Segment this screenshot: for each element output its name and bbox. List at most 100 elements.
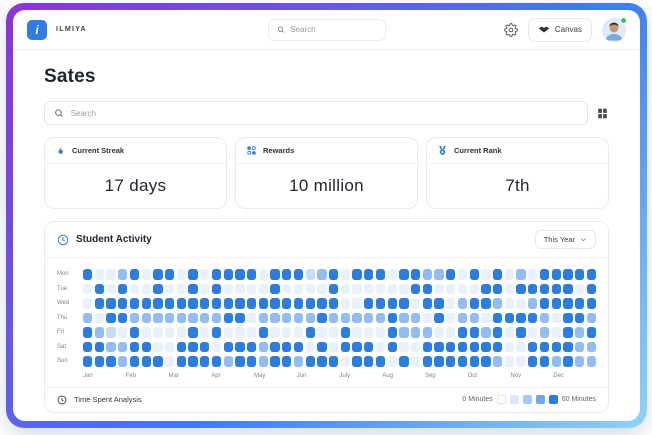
heatmap-cell: [469, 341, 479, 352]
heatmap-cell: [305, 283, 315, 294]
heatmap-cell: [247, 341, 257, 352]
heatmap-cell: [399, 356, 409, 367]
heatmap-cell: [563, 341, 573, 352]
heatmap-cell: [539, 327, 550, 338]
day-label: Sat: [57, 343, 67, 350]
heatmap-cell: [235, 312, 245, 323]
canvas-button[interactable]: Canvas: [527, 17, 592, 42]
heatmap-cell: [516, 269, 526, 280]
heatmap-cell: [352, 312, 362, 323]
heatmap-cell: [387, 327, 397, 338]
student-activity-panel: Student Activity This Year Mon Tue Wed Thu F…: [44, 221, 609, 413]
heatmap-cell: [176, 298, 186, 309]
day-label: Tue: [57, 285, 68, 292]
heatmap-cell: [364, 312, 374, 323]
settings-button[interactable]: [503, 22, 518, 37]
heatmap-cell: [270, 269, 280, 280]
card-current-rank: Current Rank 7th: [426, 137, 609, 209]
heatmap-cell: [129, 298, 140, 309]
heatmap-cell: [106, 356, 116, 367]
heatmap-cell: [352, 356, 362, 367]
heatmap-cell: [387, 283, 397, 294]
heatmap-cell: [235, 341, 245, 352]
gradient-device-frame: i ILMIYA: [6, 3, 647, 428]
heatmap-cell: [539, 356, 550, 367]
heatmap-cell: [364, 283, 374, 294]
heatmap-legend: 0 Minutes 60 Minutes: [462, 395, 596, 404]
page-search[interactable]: [44, 101, 588, 125]
heatmap-cell: [83, 269, 93, 280]
topbar-actions: Canvas: [503, 16, 627, 42]
heatmap-cell: [270, 283, 280, 294]
heatmap-cell: [282, 327, 292, 338]
heatmap-cell: [94, 269, 104, 280]
heatmap-cell: [153, 327, 163, 338]
heatmap-cell: [411, 283, 421, 294]
heatmap-cell: [83, 356, 93, 367]
heatmap-cell: [411, 312, 421, 323]
heatmap-cell: [118, 269, 128, 280]
heatmap-cell: [422, 356, 432, 367]
heatmap-cell: [305, 341, 315, 352]
card-header: Current Streak: [45, 138, 226, 164]
heatmap-cell: [493, 312, 503, 323]
legend-swatch: [535, 395, 545, 404]
heatmap-cell: [422, 283, 432, 294]
heatmap-cell: [446, 283, 456, 294]
month-label: Feb: [125, 372, 137, 379]
heatmap-cell: [375, 298, 386, 309]
heatmap-cell: [176, 269, 186, 280]
heatmap-cell: [563, 327, 573, 338]
heatmap-cell: [340, 269, 350, 280]
card-label: Current Streak: [72, 146, 125, 155]
heatmap-cell: [282, 298, 292, 309]
heatmap-cell: [387, 341, 397, 352]
page-search-input[interactable]: [70, 108, 578, 118]
topbar-search-input[interactable]: [290, 25, 377, 34]
period-dropdown[interactable]: This Year: [534, 230, 596, 249]
heatmap-cell: [165, 283, 175, 294]
page-title: Sates: [44, 66, 96, 87]
heatmap-cell: [188, 327, 198, 338]
heatmap-cell: [282, 341, 292, 352]
heatmap-cell: [270, 312, 280, 323]
heatmap-cell: [106, 298, 116, 309]
heatmap-cell: [317, 312, 327, 323]
ilmiya-logo[interactable]: i: [27, 19, 47, 40]
heatmap-cell: [188, 312, 198, 323]
clock-icon: [57, 395, 67, 404]
heatmap-cell: [329, 298, 339, 309]
heatmap-cell: [340, 356, 350, 367]
heatmap-cell: [457, 283, 468, 294]
heatmap-cell: [563, 356, 573, 367]
month-label: Oct: [467, 372, 478, 379]
heatmap-cell: [528, 341, 538, 352]
heatmap-cell: [94, 312, 104, 323]
heatmap-cell: [375, 283, 386, 294]
heatmap-cell: [165, 341, 175, 352]
heatmap-cell: [118, 341, 128, 352]
heatmap-cell: [329, 283, 339, 294]
brand-name: ILMIYA: [56, 26, 87, 33]
heatmap-cell: [317, 327, 327, 338]
heatmap-cell: [528, 356, 538, 367]
heatmap-cell: [563, 298, 573, 309]
heatmap-cell: [469, 283, 479, 294]
heatmap-cell: [457, 356, 468, 367]
heatmap-cell: [329, 269, 339, 280]
heatmap-cell: [176, 327, 186, 338]
heatmap-cell: [141, 298, 151, 309]
heatmap-cell: [481, 298, 491, 309]
heatmap-cell: [200, 283, 210, 294]
grid-view-button[interactable]: [596, 107, 609, 120]
main-content: Sates: [13, 50, 640, 421]
heatmap-cell: [422, 298, 432, 309]
heatmap-cell: [317, 298, 327, 309]
card-label: Rewards: [263, 146, 295, 155]
heatmap-cell: [305, 298, 315, 309]
heatmap-cell: [387, 298, 397, 309]
user-avatar[interactable]: [602, 16, 627, 42]
heatmap-cell: [551, 283, 561, 294]
topbar-search[interactable]: [267, 18, 386, 41]
clock-icon: [57, 234, 69, 245]
